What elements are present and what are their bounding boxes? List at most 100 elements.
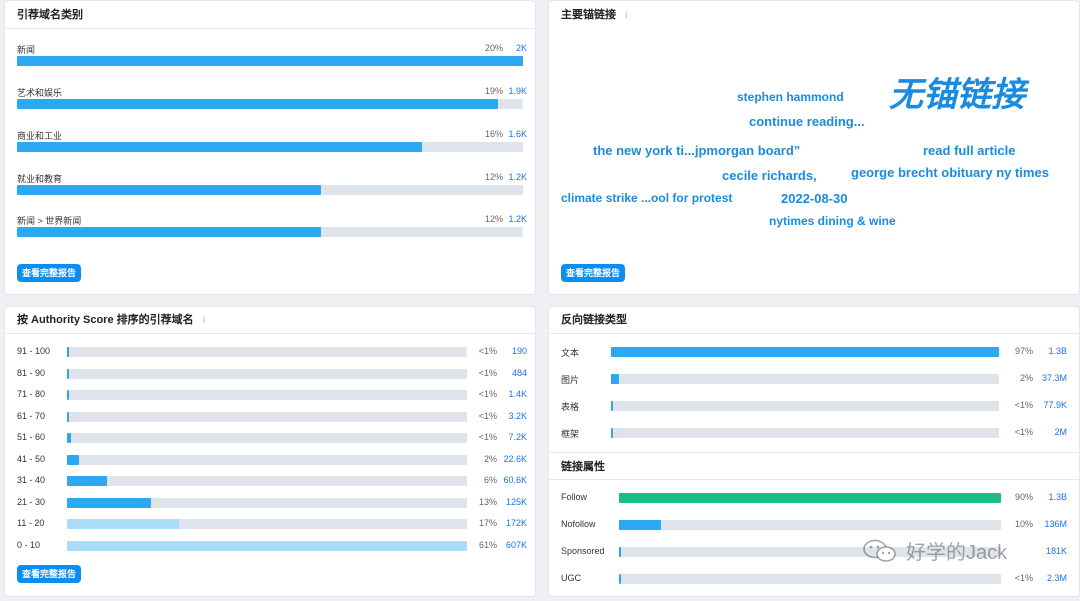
authority-row[interactable]: 11 - 20 17% 172K [17,517,527,531]
authority-percent: 61% [478,539,497,550]
authority-value-link[interactable]: 607K [505,539,527,550]
authority-percent: 2% [483,453,497,464]
category-bar-track [17,227,523,237]
anchor-word[interactable]: continue reading... [749,114,865,129]
authority-percent: 6% [483,475,497,485]
category-value-link[interactable]: 1.9K [508,86,527,96]
authority-row[interactable]: 31 - 40 6% 60.6K [17,474,527,488]
authority-value-link[interactable]: 3.2K [508,410,527,421]
backlink-type-row[interactable]: 表格 <1% 77.9K [561,399,1069,413]
anchor-word[interactable]: 无锚链接 [889,76,1025,114]
view-full-report-button[interactable]: 查看完整报告 [561,264,626,282]
authority-value-link[interactable]: 190 [511,346,527,356]
info-icon[interactable]: i [625,10,628,21]
authority-bar-fill [67,368,69,379]
authority-row[interactable]: 21 - 30 13% 125K [17,496,527,510]
link-attribute-value-link[interactable]: 1.3B [1048,492,1067,502]
authority-row[interactable]: 91 - 100 <1% 190 [17,345,527,359]
authority-bar-track [67,540,467,551]
category-row[interactable]: 就业和教育 12% 1.2K [17,172,527,200]
category-bar-track [17,185,523,195]
category-value-link[interactable]: 1.6K [508,129,527,139]
authority-value-link[interactable]: 7.2K [508,432,527,442]
view-full-report-button[interactable]: 查看完整报告 [17,565,82,583]
authority-value-link[interactable]: 125K [505,496,527,507]
backlink-type-row[interactable]: 框架 <1% 2M [561,426,1069,440]
link-attribute-value-link[interactable]: 181K [1045,546,1067,556]
authority-row[interactable]: 61 - 70 <1% 3.2K [17,410,527,424]
anchor-word[interactable]: the new york ti...jpmorgan board” [593,143,801,158]
authority-value-link[interactable]: 60.6K [503,475,527,485]
backlink-types-panel: 反向链接类型 文本 97% 1.3B 图片 2% 37.3M 表格 <1% 77.9K 框架 <1%… [548,306,1080,597]
authority-range-label: 91 - 100 [17,346,51,356]
authority-score-title: 按 Authority Score 排序的引荐域名 i [5,307,535,334]
category-row[interactable]: 新闻 > 世界新闻 12% 1.2K [17,214,527,242]
link-attribute-row[interactable]: Follow 90% 1.3B [561,491,1069,505]
backlink-type-label: 表格 [561,402,580,412]
authority-percent: <1% [478,389,497,399]
authority-row[interactable]: 51 - 60 <1% 7.2K [17,431,527,445]
authority-bar-fill [67,519,179,529]
backlink-type-bar-fill [611,428,613,438]
anchor-word[interactable]: george brecht obituary ny times [851,165,1049,180]
category-row[interactable]: 商业和工业 16% 1.6K [17,129,527,157]
anchor-word[interactable]: stephen hammond [737,90,844,104]
backlink-type-percent: <1% [1014,427,1033,437]
category-bar-track [17,142,523,152]
authority-bar-track [67,497,467,508]
category-bar-fill [17,99,498,109]
category-value-link[interactable]: 1.2K [508,214,527,224]
link-attribute-row[interactable]: UGC <1% 2.3M [561,572,1069,586]
authority-row[interactable]: 81 - 90 <1% 484 [17,367,527,381]
backlink-type-row[interactable]: 图片 2% 37.3M [561,372,1069,386]
authority-percent: 13% [478,496,497,507]
category-value-link[interactable]: 2K [515,43,527,53]
authority-bar-track [67,476,467,486]
authority-value-link[interactable]: 484 [511,367,527,378]
backlink-type-percent: 97% [1014,346,1033,356]
category-bar-track [17,99,523,109]
view-full-report-button[interactable]: 查看完整报告 [17,264,82,282]
category-row[interactable]: 新闻 20% 2K [17,43,527,71]
link-attribute-row[interactable]: Sponsored 181K [561,545,1069,559]
category-row[interactable]: 艺术和娱乐 19% 1.9K [17,86,527,114]
link-attribute-bar-track [619,574,1001,584]
link-attribute-value-link[interactable]: 2.3M [1046,573,1067,583]
link-attribute-bar-fill [619,574,621,584]
link-attribute-row[interactable]: Nofollow 10% 136M [561,518,1069,532]
link-attribute-bar-track [619,547,1001,557]
authority-row[interactable]: 41 - 50 2% 22.6K [17,453,527,467]
anchor-word[interactable]: cecile richards, [722,168,817,183]
top-anchors-panel: 主要锚链接 i 无锚链接 stephen hammond continue read… [548,0,1080,295]
backlink-type-label: 文本 [561,348,580,358]
link-attribute-label: UGC [561,573,581,583]
backlink-type-value-link[interactable]: 37.3M [1041,373,1067,383]
authority-bar-fill [67,476,107,486]
info-icon[interactable]: i [202,315,205,326]
authority-bar-track [67,433,467,443]
link-attributes-title: 链接属性 [549,452,1079,480]
anchor-word[interactable]: climate strike ...ool for protest [561,191,733,205]
anchor-word[interactable]: 2022-08-30 [781,191,848,206]
authority-value-link[interactable]: 22.6K [503,453,527,464]
backlink-type-value-link[interactable]: 2M [1054,427,1067,437]
link-attribute-value-link[interactable]: 136M [1044,519,1067,529]
backlink-type-value-link[interactable]: 77.9K [1043,400,1067,410]
backlink-type-value-link[interactable]: 1.3B [1048,346,1067,356]
category-percent: 19% [484,86,503,96]
panel-title-text: 反向链接类型 [561,314,627,326]
authority-row[interactable]: 0 - 10 61% 607K [17,539,527,553]
category-value-link[interactable]: 1.2K [508,172,527,182]
authority-value-link[interactable]: 1.4K [508,389,527,399]
authority-row[interactable]: 71 - 80 <1% 1.4K [17,388,527,402]
panel-title-text: 引荐域名类别 [17,9,83,21]
link-attribute-bar-track [619,493,1001,503]
authority-bar-fill [67,411,70,422]
backlink-type-bar-track [611,428,999,438]
authority-value-link[interactable]: 172K [505,518,527,528]
anchor-word[interactable]: read full article [923,143,1016,158]
category-bar-fill [17,227,321,237]
anchor-word[interactable]: nytimes dining & wine [769,214,896,228]
authority-percent: <1% [478,346,497,356]
backlink-type-row[interactable]: 文本 97% 1.3B [561,345,1069,359]
